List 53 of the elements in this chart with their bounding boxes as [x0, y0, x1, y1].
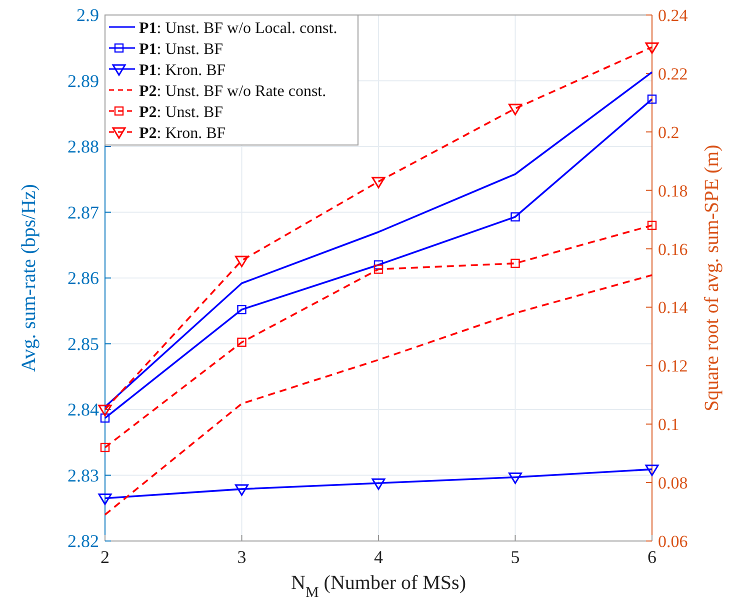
point — [374, 264, 384, 274]
y-tick-label: 2.83 — [68, 465, 99, 486]
y-axis-title: Avg. sum-rate (bps/Hz) — [18, 184, 40, 372]
y-tick-label: 2.89 — [68, 70, 99, 91]
point — [235, 484, 248, 496]
y-tick-label: 2.86 — [68, 268, 99, 288]
y-tick-label: 2.87 — [68, 202, 99, 222]
point — [508, 104, 522, 116]
legend-label: P1: Unst. BF — [139, 41, 224, 58]
point — [98, 494, 112, 506]
point — [510, 212, 520, 222]
y-tick-label: 2.82 — [68, 531, 99, 551]
y2-tick-label: 0.14 — [658, 298, 688, 318]
legend-label: P2: Kron. BF — [139, 125, 226, 142]
y2-axis-title: Square root of avg. sum-SPE (m) — [701, 144, 723, 412]
point — [237, 338, 246, 347]
point — [372, 478, 386, 490]
y2-tick-label: 0.12 — [658, 356, 688, 376]
y-tick-label: 2.88 — [68, 136, 99, 156]
y2-tick-label: 0.06 — [658, 532, 688, 551]
legend-label: P2: Unst. BF w/o Rate const. — [139, 83, 326, 100]
x-tick-label: 5 — [510, 547, 520, 567]
x-tick-label: 4 — [374, 547, 383, 567]
y-tick-label: 2.84 — [68, 400, 99, 420]
legend-label: P2: Unst. BF — [139, 104, 224, 121]
point — [645, 42, 659, 54]
point — [645, 464, 659, 476]
y-tick-label: 2.85 — [68, 334, 99, 354]
y2-tick-label: 0.18 — [658, 181, 688, 200]
point — [100, 442, 110, 452]
y2-tick-label: 0.24 — [658, 6, 688, 25]
x-axis-title: N$_{M}$ (Number of MSs) — [290, 572, 466, 601]
x-tick-label: 6 — [648, 547, 656, 567]
point — [647, 94, 657, 104]
y-tick-label: 2.9 — [76, 5, 99, 25]
point — [647, 220, 657, 230]
line-series — [104, 274, 653, 516]
legend-label: P1: Unst. BF w/o Local. const. — [139, 20, 338, 37]
y2-tick-label: 0.2 — [658, 122, 680, 142]
x-tick-label: 2 — [100, 547, 110, 567]
y2-tick-label: 0.1 — [658, 415, 680, 434]
x-tick-label: 3 — [237, 547, 246, 567]
point — [372, 176, 386, 188]
point — [510, 258, 520, 268]
y2-tick-label: 0.08 — [658, 474, 688, 493]
legend-label: P1: Kron. BF — [139, 62, 226, 79]
y2-tick-label: 0.22 — [658, 64, 688, 84]
point — [237, 304, 246, 314]
point — [508, 472, 522, 484]
y2-tick-label: 0.16 — [658, 240, 688, 259]
point — [100, 413, 110, 423]
point — [98, 404, 112, 416]
point — [235, 256, 248, 268]
